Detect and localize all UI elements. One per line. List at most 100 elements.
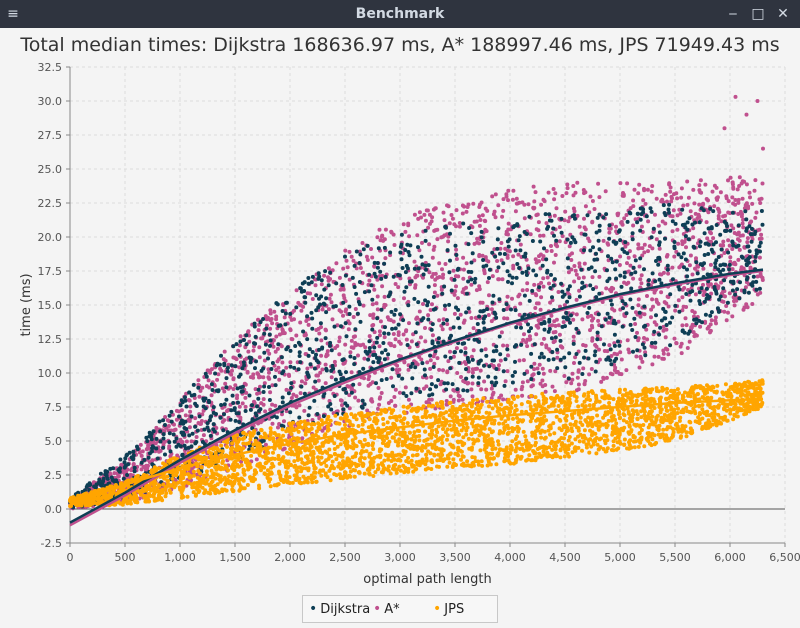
data-point-jps bbox=[632, 445, 637, 450]
data-point-dijkstra bbox=[512, 224, 517, 228]
data-point-dijkstra bbox=[489, 380, 494, 385]
data-point-astar bbox=[636, 297, 641, 302]
data-point-astar bbox=[534, 301, 539, 306]
data-point-astar bbox=[427, 212, 432, 217]
data-point-dijkstra bbox=[258, 320, 263, 325]
data-point-astar bbox=[231, 387, 236, 391]
data-point-dijkstra bbox=[677, 287, 682, 292]
data-point-astar bbox=[457, 221, 462, 225]
data-point-astar bbox=[430, 302, 434, 307]
data-point-astar bbox=[624, 368, 629, 373]
data-point-jps bbox=[494, 462, 499, 467]
data-point-astar bbox=[478, 218, 483, 222]
data-point-astar bbox=[480, 253, 485, 258]
data-point-dijkstra bbox=[131, 457, 135, 462]
data-point-dijkstra bbox=[479, 235, 484, 240]
data-point-astar bbox=[616, 319, 621, 324]
data-point-astar bbox=[527, 334, 532, 339]
data-point-dijkstra bbox=[406, 250, 411, 254]
data-point-astar bbox=[382, 294, 387, 299]
data-point-dijkstra bbox=[494, 315, 499, 320]
data-point-dijkstra bbox=[118, 457, 123, 462]
data-point-dijkstra bbox=[132, 465, 137, 470]
data-point-dijkstra bbox=[505, 269, 510, 274]
data-point-dijkstra bbox=[619, 284, 624, 289]
hamburger-menu-icon[interactable]: ≡ bbox=[7, 6, 19, 22]
data-point-astar bbox=[323, 381, 328, 386]
data-point-dijkstra bbox=[567, 351, 572, 356]
data-point-dijkstra bbox=[447, 302, 452, 307]
data-point-astar bbox=[642, 336, 646, 340]
data-point-dijkstra bbox=[328, 270, 333, 275]
data-point-dijkstra bbox=[302, 289, 307, 293]
data-point-astar bbox=[242, 381, 247, 386]
data-point-dijkstra bbox=[604, 357, 609, 362]
data-point-dijkstra bbox=[276, 342, 281, 347]
data-point-dijkstra bbox=[319, 278, 324, 283]
data-point-dijkstra bbox=[361, 366, 366, 371]
data-point-dijkstra bbox=[534, 273, 539, 278]
data-point-dijkstra bbox=[580, 280, 585, 285]
close-icon[interactable]: ✕ bbox=[777, 6, 789, 22]
data-point-dijkstra bbox=[736, 223, 741, 228]
data-point-jps bbox=[220, 449, 225, 454]
data-point-astar bbox=[736, 200, 741, 205]
data-point-astar bbox=[186, 398, 191, 402]
data-point-astar bbox=[758, 201, 763, 205]
data-point-astar bbox=[738, 233, 743, 238]
data-point-astar bbox=[692, 201, 697, 206]
data-point-dijkstra bbox=[622, 275, 627, 279]
y-tick-label: -2.5 bbox=[41, 537, 62, 550]
data-point-dijkstra bbox=[510, 373, 515, 378]
data-point-astar bbox=[433, 271, 438, 276]
data-point-astar bbox=[421, 302, 425, 306]
data-point-astar bbox=[608, 226, 613, 231]
data-point-jps bbox=[411, 420, 416, 425]
data-point-astar bbox=[543, 389, 548, 394]
data-point-dijkstra bbox=[253, 341, 258, 346]
data-point-dijkstra bbox=[714, 240, 718, 245]
data-point-dijkstra bbox=[574, 352, 579, 356]
data-point-astar bbox=[396, 285, 401, 290]
data-point-dijkstra bbox=[469, 231, 474, 236]
data-point-astar bbox=[346, 327, 351, 332]
data-point-astar bbox=[656, 223, 661, 228]
data-point-astar bbox=[453, 289, 458, 294]
data-point-dijkstra bbox=[393, 308, 398, 312]
data-point-dijkstra bbox=[344, 370, 348, 375]
data-point-astar bbox=[349, 338, 354, 343]
data-point-dijkstra bbox=[497, 297, 502, 302]
data-point-dijkstra bbox=[635, 211, 640, 216]
data-point-astar bbox=[743, 203, 748, 208]
data-point-dijkstra bbox=[530, 288, 535, 293]
maximize-icon[interactable]: □ bbox=[751, 6, 765, 22]
data-point-astar bbox=[510, 296, 514, 301]
data-point-astar bbox=[526, 202, 531, 207]
data-point-astar bbox=[489, 386, 494, 391]
data-point-astar bbox=[668, 189, 673, 194]
data-point-dijkstra bbox=[625, 219, 630, 224]
data-point-dijkstra bbox=[340, 283, 345, 287]
data-point-astar bbox=[679, 341, 684, 346]
data-point-astar bbox=[369, 397, 374, 402]
data-point-astar bbox=[223, 381, 228, 386]
data-point-dijkstra bbox=[273, 374, 277, 379]
data-point-astar bbox=[691, 226, 696, 231]
data-point-astar bbox=[474, 219, 479, 224]
data-point-dijkstra bbox=[350, 275, 355, 280]
data-point-astar bbox=[267, 351, 272, 356]
minimize-icon[interactable]: ‒ bbox=[728, 6, 738, 22]
data-point-astar bbox=[730, 195, 735, 200]
data-point-dijkstra bbox=[314, 358, 319, 363]
data-point-astar bbox=[704, 220, 709, 225]
data-point-astar bbox=[615, 211, 620, 216]
data-point-dijkstra bbox=[661, 203, 666, 208]
data-point-astar bbox=[288, 360, 293, 365]
data-point-dijkstra bbox=[565, 256, 570, 261]
data-point-astar bbox=[559, 344, 564, 349]
data-point-astar bbox=[661, 351, 666, 356]
data-point-astar bbox=[282, 331, 287, 336]
data-point-dijkstra bbox=[688, 298, 693, 303]
data-point-dijkstra bbox=[262, 350, 267, 355]
data-point-astar bbox=[397, 390, 402, 395]
